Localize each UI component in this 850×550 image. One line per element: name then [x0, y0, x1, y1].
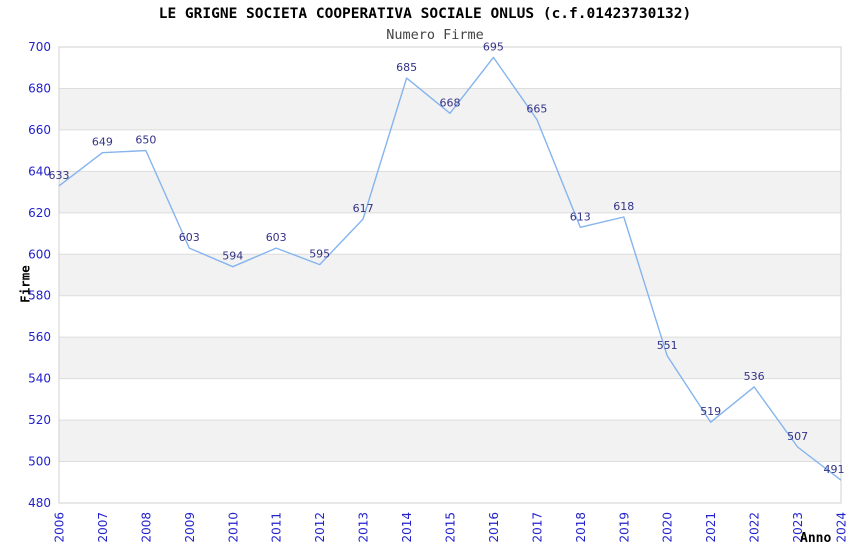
point-label: 491: [824, 463, 845, 476]
point-label: 650: [135, 134, 156, 147]
point-label: 695: [483, 40, 504, 53]
y-tick-label: 600: [28, 247, 51, 261]
plot-band: [59, 337, 841, 379]
y-tick-label: 520: [28, 413, 51, 427]
y-tick-label: 660: [28, 123, 51, 137]
x-tick-label: 2010: [226, 512, 240, 543]
y-tick-label: 640: [28, 164, 51, 178]
x-tick-label: 2006: [53, 512, 67, 543]
x-tick-label: 2022: [748, 512, 762, 543]
y-tick-label: 680: [28, 82, 51, 96]
point-label: 551: [657, 339, 678, 352]
point-label: 603: [179, 231, 200, 244]
point-label: 595: [309, 248, 330, 261]
x-tick-label: 2016: [487, 512, 501, 543]
x-tick-label: 2019: [617, 512, 631, 543]
y-tick-label: 500: [28, 455, 51, 469]
point-label: 649: [92, 136, 113, 149]
point-label: 536: [744, 370, 765, 383]
chart-subtitle: Numero Firme: [386, 27, 484, 43]
data-line: [58, 56, 842, 481]
point-label: 603: [266, 231, 287, 244]
x-tick-label: 2023: [791, 512, 805, 543]
plot-band: [59, 171, 841, 213]
x-tick-label: 2020: [661, 512, 675, 543]
y-tick-label: 560: [28, 330, 51, 344]
point-label: 685: [396, 61, 417, 74]
x-tick-label: 2012: [313, 512, 327, 543]
point-label: 618: [613, 200, 634, 213]
plot-band: [59, 420, 841, 462]
chart-title: LE GRIGNE SOCIETA COOPERATIVA SOCIALE ON…: [158, 6, 692, 22]
y-tick-label: 540: [28, 372, 51, 386]
x-tick-label: 2013: [357, 512, 371, 543]
x-tick-label: 2007: [96, 512, 110, 543]
point-label: 633: [49, 169, 70, 182]
plot-band: [59, 88, 841, 130]
plot-band: [59, 254, 841, 296]
point-label: 507: [787, 430, 808, 443]
x-tick-label: 2024: [835, 512, 849, 543]
x-axis-title: Anno: [800, 531, 832, 546]
x-tick-label: 2015: [444, 512, 458, 543]
y-tick-label: 700: [28, 40, 51, 54]
point-label: 617: [353, 202, 374, 215]
point-label: 665: [526, 103, 547, 116]
point-label: 594: [222, 250, 243, 263]
x-tick-label: 2021: [704, 512, 718, 543]
x-tick-label: 2018: [574, 512, 588, 543]
plot-border: [58, 46, 842, 504]
y-tick-label: 620: [28, 206, 51, 220]
x-tick-label: 2008: [139, 512, 153, 543]
point-label: 668: [440, 96, 461, 109]
point-label: 519: [700, 405, 721, 418]
point-label: 613: [570, 210, 591, 223]
x-tick-label: 2011: [270, 512, 284, 543]
x-tick-label: 2014: [400, 512, 414, 543]
x-tick-label: 2009: [183, 512, 197, 543]
y-tick-label: 480: [28, 496, 51, 510]
x-tick-label: 2017: [530, 512, 544, 543]
y-tick-label: 580: [28, 289, 51, 303]
